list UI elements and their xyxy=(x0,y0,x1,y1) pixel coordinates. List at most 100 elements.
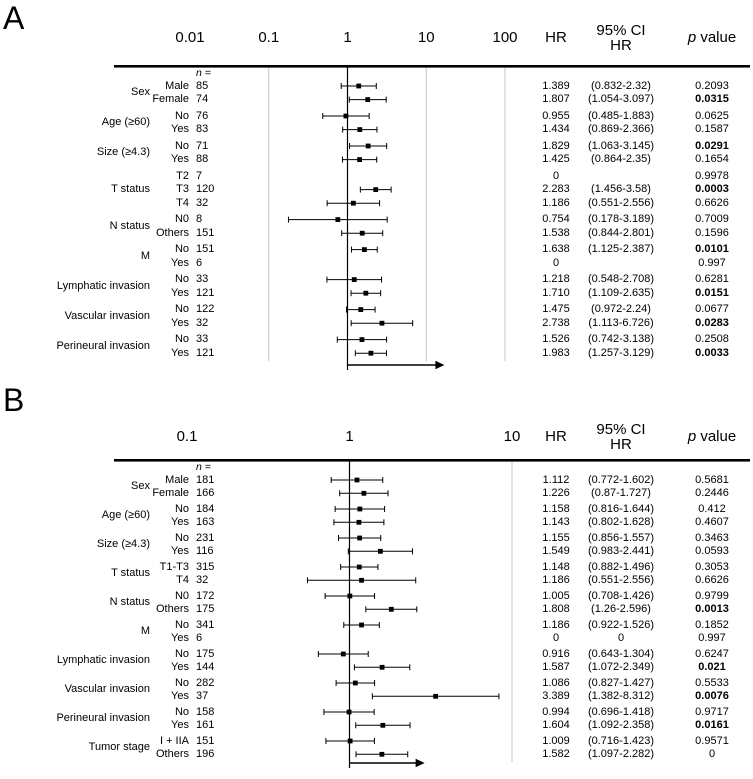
row-n: 163 xyxy=(196,515,215,528)
row-p-value: 0.0161 xyxy=(695,718,729,731)
row-hr-value: 2.283 xyxy=(542,183,570,196)
row-sublabel: Yes xyxy=(171,660,189,673)
row-n: 7 xyxy=(196,169,203,182)
row-ci-value: (1.257-3.129) xyxy=(587,346,655,359)
row-ci-value: 0 xyxy=(617,631,625,644)
row-sublabel: Others xyxy=(155,602,189,615)
row-p-value: 0.0677 xyxy=(695,303,729,316)
row-ci-value: (0.178-3.189) xyxy=(587,213,655,226)
axis-tick-label: 1 xyxy=(343,29,352,46)
row-hr-value: 1.587 xyxy=(542,660,570,673)
axis-tick-label: 0.01 xyxy=(175,29,205,46)
row-ci-value: (0.551-2.556) xyxy=(587,573,655,586)
row-n: 32 xyxy=(196,316,209,329)
row-sublabel: Yes xyxy=(171,286,189,299)
row-p-value: 0.4607 xyxy=(695,515,729,528)
row-p-value: 0.1852 xyxy=(695,618,729,631)
group-label: N status xyxy=(109,596,150,609)
hr-marker xyxy=(347,738,353,744)
row-n: 315 xyxy=(196,560,215,573)
row-ci-value: (0.983-2.441) xyxy=(587,544,655,557)
row-n: 120 xyxy=(196,183,215,196)
row-ci-value: (0.485-1.883) xyxy=(587,109,655,122)
group-label: M xyxy=(140,249,150,262)
row-n: 172 xyxy=(196,589,215,602)
row-p-value: 0.1596 xyxy=(695,226,729,239)
row-ci-value: (0.856-1.557) xyxy=(587,531,655,544)
row-n: 231 xyxy=(196,531,215,544)
group-label: Size (≥4.3) xyxy=(96,538,150,551)
row-hr-value: 1.538 xyxy=(542,226,570,239)
row-hr-value: 1.475 xyxy=(542,303,570,316)
row-p-value: 0.3463 xyxy=(695,531,729,544)
row-hr-value: 1.186 xyxy=(542,618,570,631)
row-sublabel: No xyxy=(174,502,189,515)
row-sublabel: Yes xyxy=(171,718,189,731)
group-label: Vascular invasion xyxy=(64,683,150,696)
row-p-value: 0.0076 xyxy=(695,689,729,702)
row-hr-value: 3.389 xyxy=(542,689,570,702)
row-ci-value: (0.551-2.556) xyxy=(587,196,655,209)
row-hr-value: 1.155 xyxy=(542,531,570,544)
row-p-value: 0.9799 xyxy=(695,589,729,602)
group-label: T status xyxy=(111,183,150,196)
row-ci-value: (0.827-1.427) xyxy=(587,676,655,689)
axis-tick-label: 0.1 xyxy=(258,29,280,46)
row-sublabel: Yes xyxy=(171,256,189,269)
row-n: 121 xyxy=(196,286,215,299)
hr-marker xyxy=(358,307,364,312)
hr-marker xyxy=(347,593,353,599)
row-ci-value: (0.742-3.138) xyxy=(587,333,655,346)
group-label: N status xyxy=(109,219,150,232)
group-label: Vascular invasion xyxy=(64,309,150,322)
row-p-value: 0.9571 xyxy=(695,734,729,747)
col-header-hr: HR xyxy=(545,29,567,46)
row-sublabel: No xyxy=(174,531,189,544)
row-ci-value: (1.456-3.58) xyxy=(591,183,651,196)
row-hr-value: 1.526 xyxy=(542,333,570,346)
row-ci-value: (1.109-2.635) xyxy=(587,286,655,299)
row-n: 151 xyxy=(196,243,215,256)
row-p-value: 0.9978 xyxy=(695,169,729,182)
row-hr-value: 1.829 xyxy=(542,139,570,152)
row-hr-value: 0.916 xyxy=(542,647,570,660)
row-sublabel: No xyxy=(174,303,189,316)
hr-marker xyxy=(356,83,362,89)
col-header-ci-line1: 95% CI xyxy=(596,22,646,39)
row-n: 8 xyxy=(196,213,203,226)
row-sublabel: Yes xyxy=(171,515,189,528)
row-hr-value: 1.158 xyxy=(542,502,570,515)
row-p-value: 0.1587 xyxy=(695,123,729,136)
row-p-value: 0.021 xyxy=(698,660,726,673)
row-p-value: 0.0013 xyxy=(695,602,729,615)
n-equals-label: n = xyxy=(196,67,211,79)
row-sublabel: Yes xyxy=(171,123,189,136)
row-p-value: 0.6626 xyxy=(695,573,729,586)
row-p-value: 0.0315 xyxy=(695,93,729,106)
row-hr-value: 1.604 xyxy=(542,718,570,731)
hr-marker xyxy=(357,506,363,512)
row-sublabel: No xyxy=(174,705,189,718)
row-p-value: 0.6281 xyxy=(695,273,729,286)
hr-marker xyxy=(359,622,364,628)
row-p-value: 0.2446 xyxy=(695,486,729,499)
col-header-p-italic: p xyxy=(687,29,697,46)
hr-marker xyxy=(365,97,371,102)
row-p-value: 0.2093 xyxy=(695,79,729,92)
row-hr-value: 1.186 xyxy=(542,196,570,209)
row-hr-value: 1.807 xyxy=(542,93,570,106)
row-p-value: 0 xyxy=(708,747,716,760)
row-hr-value: 1.582 xyxy=(542,747,570,760)
row-hr-value: 1.009 xyxy=(542,734,570,747)
row-ci-value: (0.882-1.496) xyxy=(587,560,655,573)
hr-marker xyxy=(352,680,358,686)
row-n: 341 xyxy=(196,618,215,631)
group-label: Age (≥60) xyxy=(101,116,150,129)
row-sublabel: No xyxy=(174,333,189,346)
axis-tick-label: 0.1 xyxy=(176,428,198,445)
row-ci-value: (1.26-2.596) xyxy=(591,602,651,615)
header-rule xyxy=(114,65,750,68)
row-sublabel: Yes xyxy=(171,544,189,557)
hr-marker xyxy=(379,664,385,670)
